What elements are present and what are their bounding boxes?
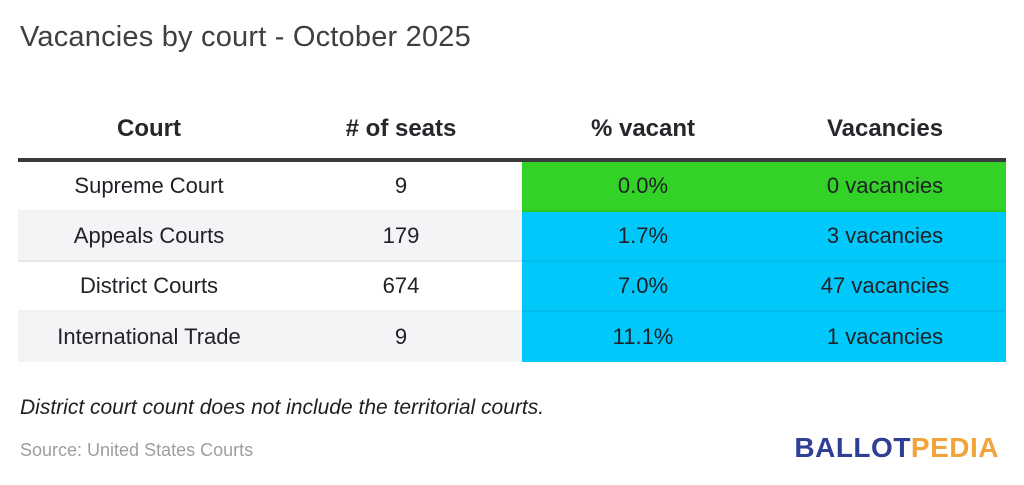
table-header-row: Court # of seats % vacant Vacancies (18, 100, 1006, 158)
logo-text-ballot: BALLOT (794, 432, 911, 463)
table-row-district-courts: District Courts 674 7.0% 47 vacancies (18, 262, 1006, 312)
pct-vacant-value: 0.0% (522, 162, 764, 212)
seat-count: 179 (280, 212, 522, 262)
vacancies-table: Court # of seats % vacant Vacancies Supr… (18, 100, 1006, 362)
page-title: Vacancies by court - October 2025 (20, 21, 471, 53)
table-row-appeals-courts: Appeals Courts 179 1.7% 3 vacancies (18, 212, 1006, 262)
header-divider (18, 158, 1006, 162)
source-text: Source: United States Courts (20, 440, 254, 460)
footnote-text: District court count does not include th… (20, 396, 545, 419)
column-header-pct-vacant: % vacant (590, 115, 696, 142)
column-header-seats: # of seats (345, 115, 457, 142)
pct-vacant-value: 1.7% (522, 212, 764, 262)
court-name: District Courts (18, 262, 280, 312)
table-row-supreme-court: Supreme Court 9 0.0% 0 vacancies (18, 162, 1006, 212)
vacancies-value: 47 vacancies (764, 262, 1006, 312)
pct-vacant-value: 7.0% (522, 262, 764, 312)
vacancies-value: 3 vacancies (764, 212, 1006, 262)
court-name: International Trade (18, 312, 280, 362)
vacancies-value: 0 vacancies (764, 162, 1006, 212)
column-header-court: Court (117, 115, 181, 142)
seat-count: 9 (280, 162, 522, 212)
court-name: Supreme Court (18, 162, 280, 212)
column-header-vacancies: Vacancies (826, 115, 944, 142)
logo-text-pedia: PEDIA (910, 432, 999, 463)
seat-count: 674 (280, 262, 522, 312)
pct-vacant-value: 11.1% (522, 312, 764, 362)
seat-count: 9 (280, 312, 522, 362)
table-row-international-trade: International Trade 9 11.1% 1 vacancies (18, 312, 1006, 362)
court-name: Appeals Courts (18, 212, 280, 262)
vacancies-value: 1 vacancies (764, 312, 1006, 362)
ballotpedia-logo: BALLOTPEDIA (794, 432, 999, 464)
